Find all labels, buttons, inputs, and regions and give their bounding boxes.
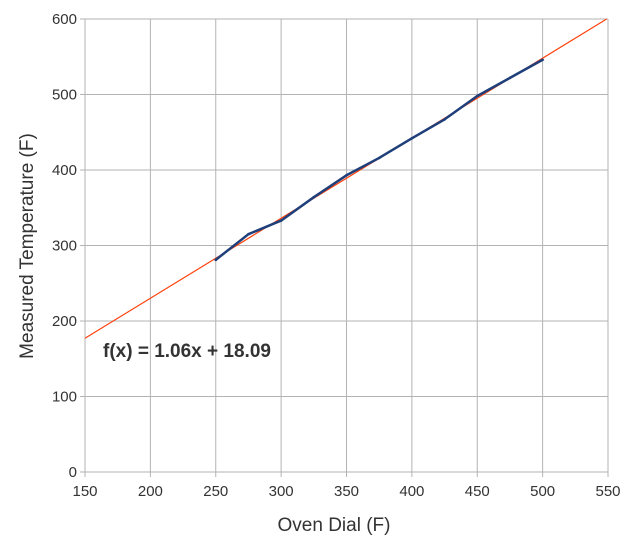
data-point bbox=[214, 258, 218, 262]
data-point bbox=[475, 94, 479, 98]
y-tick-label: 400 bbox=[52, 162, 77, 179]
y-tick-labels: 0 100 200 300 400 500 600 bbox=[52, 11, 77, 481]
trendline-equation: f(x) = 1.06x + 18.09 bbox=[103, 341, 271, 362]
x-tick-label: 400 bbox=[399, 483, 424, 500]
data-point bbox=[345, 173, 348, 177]
y-tick-label: 200 bbox=[52, 313, 77, 330]
data-point bbox=[443, 118, 446, 121]
data-point bbox=[541, 58, 544, 62]
y-tick-label: 300 bbox=[52, 238, 77, 255]
y-tick-label: 0 bbox=[69, 464, 77, 481]
x-tick-label: 150 bbox=[72, 483, 97, 500]
data-point bbox=[279, 219, 283, 222]
y-axis-title: Measured Temperature (F) bbox=[17, 133, 38, 359]
data-point bbox=[247, 232, 250, 236]
data-point bbox=[377, 156, 381, 160]
data-point bbox=[508, 76, 512, 80]
axes bbox=[80, 18, 609, 477]
y-tick-label: 500 bbox=[52, 87, 77, 104]
x-tick-label: 500 bbox=[530, 483, 555, 500]
y-tick-label: 100 bbox=[52, 389, 77, 406]
x-tick-label: 450 bbox=[465, 483, 490, 500]
series-line bbox=[214, 58, 544, 261]
x-tick-label: 350 bbox=[334, 483, 359, 500]
grid bbox=[84, 18, 609, 473]
x-tick-labels: 150 200 250 300 350 400 450 500 550 bbox=[72, 483, 620, 500]
x-tick-label: 300 bbox=[269, 483, 294, 500]
y-tick-label: 600 bbox=[52, 11, 77, 28]
x-tick-label: 200 bbox=[138, 483, 163, 500]
data-point bbox=[312, 195, 316, 199]
x-axis-title: Oven Dial (F) bbox=[278, 515, 391, 536]
data-point bbox=[410, 136, 414, 140]
x-tick-label: 550 bbox=[595, 483, 620, 500]
x-tick-label: 250 bbox=[203, 483, 228, 500]
data-series bbox=[214, 58, 544, 262]
